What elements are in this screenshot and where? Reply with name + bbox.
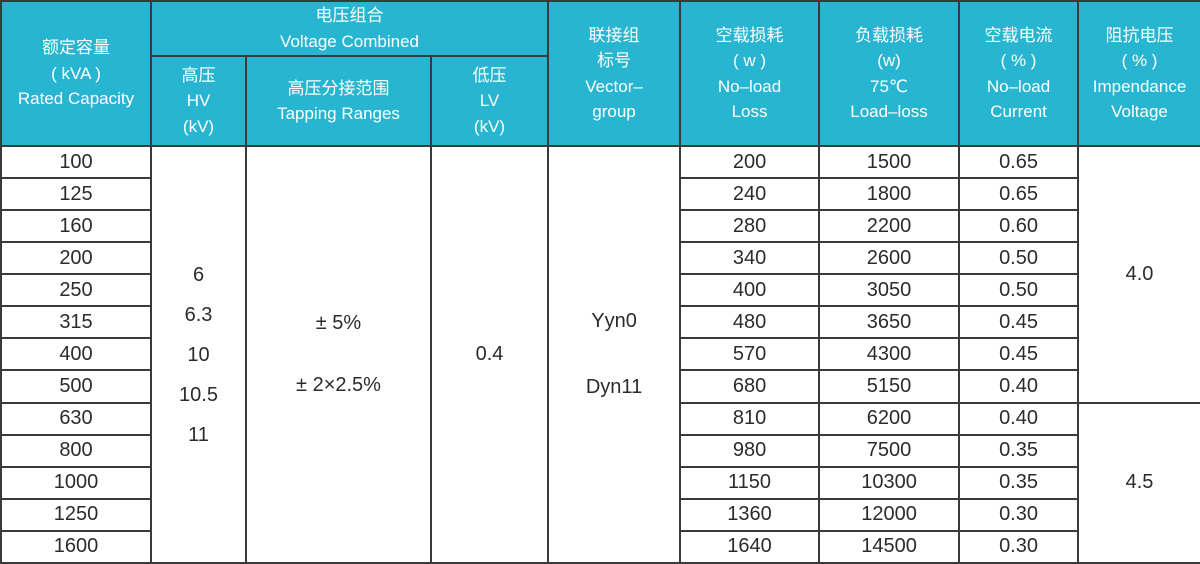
table-row: 315 480 3650 0.45 (0, 305, 1200, 340)
cell-noload-loss: 280 (679, 209, 821, 244)
cell-load-loss: 6200 (818, 401, 961, 436)
cell-rated-capacity: 250 (0, 273, 152, 308)
cell-load-loss: 4300 (818, 337, 961, 372)
cell-rated-capacity: 400 (0, 337, 152, 372)
table-row: 1000 1150 10300 0.35 (0, 465, 1200, 500)
table-row: 400 570 4300 0.45 (0, 337, 1200, 372)
header-lv: 低压 LV (kV) (429, 55, 550, 147)
table-row: 160 280 2200 0.60 (0, 209, 1200, 244)
header-load-loss: 负载损耗 (w) 75℃ Load–loss (818, 0, 961, 147)
cell-load-loss: 3650 (818, 305, 961, 340)
cell-hv-values: 6 6.3 10 10.5 11 (150, 145, 247, 564)
header-row-sub: 高压 HV (kV) 高压分接范围 Tapping Ranges 低压 LV (… (1, 55, 1200, 147)
table-row: 800 980 7500 0.35 (0, 433, 1200, 468)
cell-rated-capacity: 160 (0, 209, 152, 244)
cell-rated-capacity: 630 (0, 401, 152, 436)
cell-load-loss: 5150 (818, 369, 961, 404)
cell-noload-current: 0.40 (958, 401, 1080, 436)
header-tapping-ranges: 高压分接范围 Tapping Ranges (245, 55, 432, 147)
cell-load-loss: 14500 (818, 529, 961, 564)
cell-noload-loss: 980 (679, 433, 821, 468)
cell-load-loss: 12000 (818, 497, 961, 532)
cell-noload-loss: 340 (679, 241, 821, 276)
cell-noload-loss: 480 (679, 305, 821, 340)
table-row: 1250 1360 12000 0.30 (0, 497, 1200, 532)
table-row: 250 400 3050 0.50 (0, 273, 1200, 308)
cell-rated-capacity: 1250 (0, 497, 152, 532)
cell-noload-current: 0.30 (958, 529, 1080, 564)
cell-load-loss: 1500 (818, 144, 961, 180)
table-row: 630 810 6200 0.40 4.5 (0, 401, 1200, 564)
cell-vector-group: Yyn0 Dyn11 (547, 145, 682, 564)
cell-rated-capacity: 500 (0, 369, 152, 404)
cell-noload-loss: 400 (679, 273, 821, 308)
table-row: 125 240 1800 0.65 (0, 177, 1200, 212)
header-noload-loss: 空载损耗 ( w ) No–load Loss (679, 0, 821, 147)
cell-rated-capacity: 125 (0, 177, 152, 212)
cell-noload-loss: 240 (679, 177, 821, 212)
cell-lv-value: 0.4 (429, 145, 550, 564)
cell-noload-current: 0.45 (958, 337, 1080, 372)
cell-noload-current: 0.50 (958, 241, 1080, 276)
cell-noload-current: 0.65 (958, 144, 1080, 180)
cell-rated-capacity: 1000 (0, 465, 152, 500)
cell-load-loss: 2600 (818, 241, 961, 276)
header-voltage-combined: 电压组合 Voltage Combined (149, 0, 550, 57)
cell-noload-current: 0.50 (958, 273, 1080, 308)
cell-rated-capacity: 800 (0, 433, 152, 468)
cell-rated-capacity: 1600 (0, 529, 152, 564)
cell-load-loss: 2200 (818, 209, 961, 244)
cell-noload-loss: 1360 (679, 497, 821, 532)
cell-noload-loss: 570 (679, 337, 821, 372)
cell-load-loss: 1800 (818, 177, 961, 212)
cell-load-loss: 7500 (818, 433, 961, 468)
cell-noload-current: 0.60 (958, 209, 1080, 244)
cell-noload-current: 0.65 (958, 177, 1080, 212)
table-body: 100 6 6.3 10 10.5 11 ± 5% ± 2×2.5% 0.4 Yyn0 … (0, 144, 1200, 564)
cell-noload-loss: 810 (679, 401, 821, 436)
cell-rated-capacity: 315 (0, 305, 152, 340)
cell-load-loss: 3050 (818, 273, 961, 308)
table-row: 100 6 6.3 10 10.5 11 ± 5% ± 2×2.5% 0.4 Yyn0 … (0, 144, 1200, 564)
cell-impedance-voltage: 4.0 (1077, 145, 1200, 404)
table-row: 500 680 5150 0.40 (0, 369, 1200, 404)
cell-noload-current: 0.30 (958, 497, 1080, 532)
cell-noload-loss: 200 (679, 144, 821, 180)
header-rated-capacity: 额定容量 ( kVA ) Rated Capacity (0, 0, 152, 147)
header-row-group: 额定容量 ( kVA ) Rated Capacity 电压组合 Voltage… (0, 0, 1200, 147)
cell-noload-current: 0.35 (958, 465, 1080, 500)
header-vector-group: 联接组 标号 Vector– group (547, 0, 682, 147)
header-impedance-voltage: 阻抗电压 ( % ) Impendance Voltage (1077, 0, 1200, 147)
cell-rated-capacity: 200 (0, 241, 152, 276)
cell-noload-current: 0.45 (958, 305, 1080, 340)
cell-noload-loss: 680 (679, 369, 821, 404)
cell-noload-loss: 1150 (679, 465, 821, 500)
cell-tapping-range: ± 5% ± 2×2.5% (245, 145, 432, 564)
table-row: 1600 1640 14500 0.30 (0, 529, 1200, 564)
header-noload-current: 空载电流 ( % ) No–load Current (958, 0, 1080, 147)
cell-load-loss: 10300 (818, 465, 961, 500)
header-hv: 高压 HV (kV) (150, 55, 247, 147)
table-row: 200 340 2600 0.50 (0, 241, 1200, 276)
cell-noload-loss: 1640 (679, 529, 821, 564)
cell-rated-capacity: 100 (0, 144, 152, 180)
cell-impedance-voltage: 4.5 (1077, 401, 1200, 564)
table-header: 额定容量 ( kVA ) Rated Capacity 电压组合 Voltage… (0, 0, 1200, 147)
cell-noload-current: 0.35 (958, 433, 1080, 468)
cell-noload-current: 0.40 (958, 369, 1080, 404)
